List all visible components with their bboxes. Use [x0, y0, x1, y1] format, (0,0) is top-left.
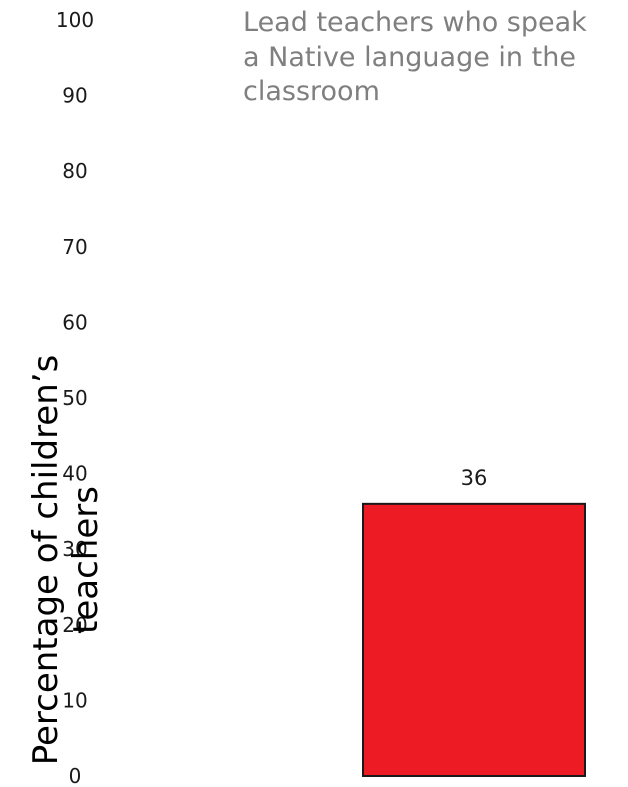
y-tick-label: 60 — [62, 310, 87, 334]
y-tick-label: 20 — [62, 613, 87, 637]
bars: 36 — [362, 466, 586, 777]
chart-title-line-1: Lead teachers who speak — [243, 7, 587, 38]
y-tick-label: 100 — [56, 8, 94, 32]
bar — [362, 502, 586, 777]
y-axis-label: Percentage of children’s teachers — [26, 355, 106, 766]
y-tick-label: 90 — [62, 84, 87, 108]
y-tick-label: 30 — [62, 537, 87, 561]
y-axis-label-line-1: Percentage of children’s — [26, 355, 66, 766]
chart-title-line-2: a Native language in the — [243, 42, 576, 73]
y-tick-label: 70 — [62, 235, 87, 259]
y-tick-label: 50 — [62, 386, 87, 410]
bar-value-label: 36 — [461, 466, 488, 490]
chart-title: Lead teachers who speak a Native languag… — [243, 7, 587, 107]
y-tick-label: 40 — [62, 462, 87, 486]
y-tick-label: 0 — [69, 764, 82, 787]
y-axis-ticks: 0 10 20 30 40 50 60 70 80 90 100 — [56, 8, 94, 787]
y-tick-label: 80 — [62, 159, 87, 183]
y-axis-label-line-2: teachers — [66, 486, 106, 634]
y-tick-label: 10 — [62, 688, 87, 712]
chart-title-line-3: classroom — [243, 76, 380, 107]
